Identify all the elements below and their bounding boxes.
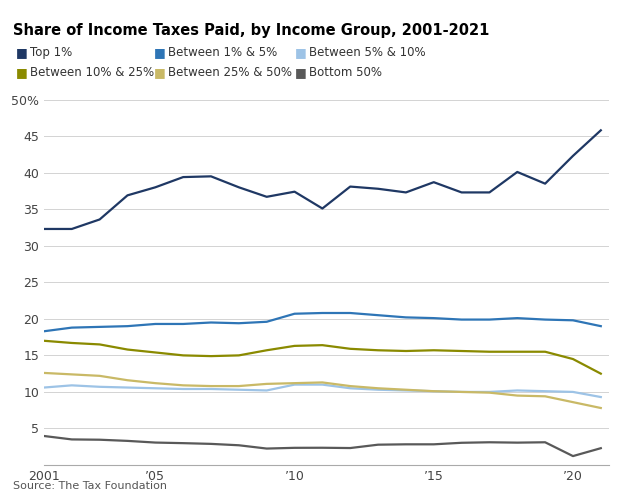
- Text: ■: ■: [16, 66, 28, 79]
- Text: ■: ■: [154, 46, 166, 59]
- Text: ■: ■: [295, 66, 307, 79]
- Text: Source: The Tax Foundation: Source: The Tax Foundation: [13, 481, 166, 491]
- Text: Between 10% & 25%: Between 10% & 25%: [30, 66, 154, 79]
- Text: ■: ■: [16, 46, 28, 59]
- Text: Between 1% & 5%: Between 1% & 5%: [168, 46, 277, 59]
- Text: Between 5% & 10%: Between 5% & 10%: [309, 46, 426, 59]
- Text: Top 1%: Top 1%: [30, 46, 72, 59]
- Text: ■: ■: [154, 66, 166, 79]
- Text: Share of Income Taxes Paid, by Income Group, 2001-2021: Share of Income Taxes Paid, by Income Gr…: [13, 22, 489, 38]
- Text: Bottom 50%: Bottom 50%: [309, 66, 382, 79]
- Text: ■: ■: [295, 46, 307, 59]
- Text: Between 25% & 50%: Between 25% & 50%: [168, 66, 291, 79]
